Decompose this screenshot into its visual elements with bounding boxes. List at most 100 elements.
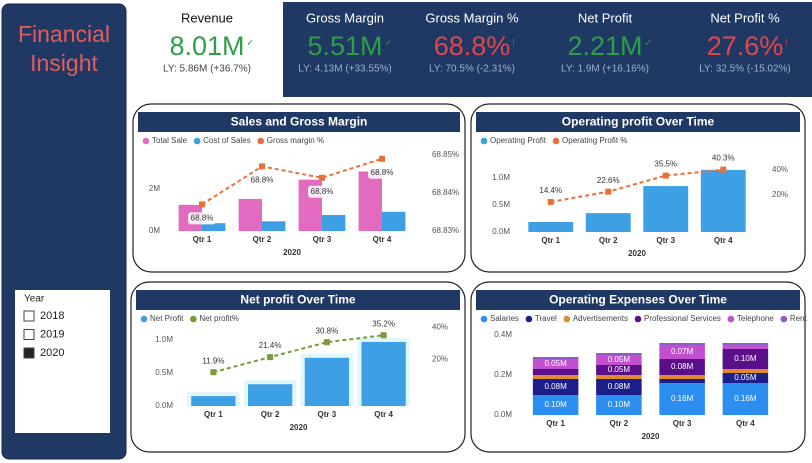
bar [262,221,286,231]
data-label: 0.08M [608,382,631,391]
line-marker [210,369,217,376]
kpi-value: 8.01M [169,31,244,61]
kpi-icon: ! [785,37,788,47]
y2-tick-label: 20% [772,190,788,199]
bar-segment [659,359,705,375]
checkbox[interactable] [23,310,35,322]
legend-swatch [193,137,201,145]
data-label: 0.05M [545,359,568,368]
x-tick-label: Qtr 4 [373,235,392,244]
data-label-bg [248,174,276,187]
bar-segment [596,365,642,375]
chart-title: Operating Expenses Over Time [549,293,727,307]
legend-label: Cost of Sales [203,136,251,145]
y-tick-label: 0M [149,226,160,235]
y2-tick-label: 68.84% [432,188,459,197]
bar-segment [659,383,705,415]
line [213,334,384,374]
line-marker [319,174,325,181]
y-tick-label: 0.0M [494,410,512,419]
y2-tick-label: 40% [772,165,788,174]
checkbox[interactable] [23,329,35,340]
kpi-ly: LY: 4.13M (+33.55%) [298,64,391,75]
data-label: 0.05M [608,365,631,374]
kpi-title: Revenue [181,10,233,25]
kpi-value: 2.21M [567,31,642,61]
legend-swatch [257,137,265,145]
legend-label: Salaries [490,314,519,323]
bar-segment [596,379,642,395]
kpi-title: Gross Margin [306,10,384,25]
data-label: 0.08M [545,382,568,391]
slicer-option[interactable]: 2019 [40,328,64,340]
bar [238,198,262,231]
x-tick-label: Qtr 4 [714,236,733,245]
x-tick-label: Qtr 4 [736,419,755,428]
line-marker [267,354,274,361]
legend-label: Travel [535,314,557,323]
kpi-value: 68.8% [434,31,511,61]
y-tick-label: 1.0M [492,173,510,182]
x-axis-label: 2020 [628,249,646,258]
kpi-value: 27.6% [707,31,784,61]
data-label: 0.10M [608,400,631,409]
x-tick-label: Qtr 3 [656,236,675,245]
legend-label: Total Sale [152,136,188,145]
x-tick-label: Qtr 2 [261,410,280,419]
kpi-icon: ✓ [247,37,255,47]
bar-segment [722,383,769,415]
data-label: 68.8% [191,214,214,223]
legend-swatch [780,315,788,323]
x-tick-label: Qtr 1 [193,235,212,244]
bar-segment [532,375,579,379]
kpi-icon: ✓ [645,37,653,47]
data-label-bg [369,318,398,331]
x-tick-label: Qtr 3 [313,235,332,244]
x-tick-label: Qtr 1 [546,419,565,428]
legend-label: Rent [790,314,808,323]
legend-swatch [140,315,148,323]
data-label: 0.10M [734,354,757,363]
bar [191,396,236,406]
y-tick-label: 0.2M [494,370,512,379]
kpi-icon: ! [512,37,515,47]
bar [322,214,346,231]
bar [202,223,226,231]
kpi-ly: LY: 5.86M (+36.7%) [163,64,251,75]
data-label: 11.9% [202,356,224,365]
x-tick-label: Qtr 4 [374,410,393,419]
chart-title-bar [476,112,800,132]
x-axis-label: 2020 [283,248,301,257]
bar-segment [659,379,705,383]
bar-segment [596,395,642,415]
slicer-option[interactable]: 2018 [40,310,64,322]
data-label-bg [594,174,623,187]
data-label-bg [368,166,396,179]
bar [528,222,574,232]
kpi-value: 5.51M [307,31,382,61]
y-tick-label: 0.0M [155,401,173,410]
data-label-bg [308,185,336,198]
line-marker [662,172,669,179]
bar-segment [722,349,769,369]
bar-segment [532,395,579,415]
slicer-option[interactable]: 2020 [40,347,64,359]
legend-label: Operating Profit % [562,136,627,145]
legend-label: Net Profit [150,314,184,323]
legend-swatch [525,315,533,323]
bar-segment [722,369,769,373]
kpi-ly: LY: 1.9M (+16.16%) [561,64,649,75]
y2-tick-label: 20% [432,354,448,363]
bar-segment [596,353,642,355]
x-tick-label: Qtr 2 [253,235,272,244]
slicer-title: Year [24,294,45,305]
kpi-title: Net Profit % [710,10,780,25]
checkbox[interactable] [23,347,35,359]
x-axis-label: 2020 [290,423,308,432]
x-tick-label: Qtr 1 [541,236,560,245]
bar [382,211,406,231]
data-label: 68.8% [251,176,274,185]
legend-label: Telephone [737,314,774,323]
data-label: 14.4% [539,186,562,195]
legend-swatch [480,137,488,145]
